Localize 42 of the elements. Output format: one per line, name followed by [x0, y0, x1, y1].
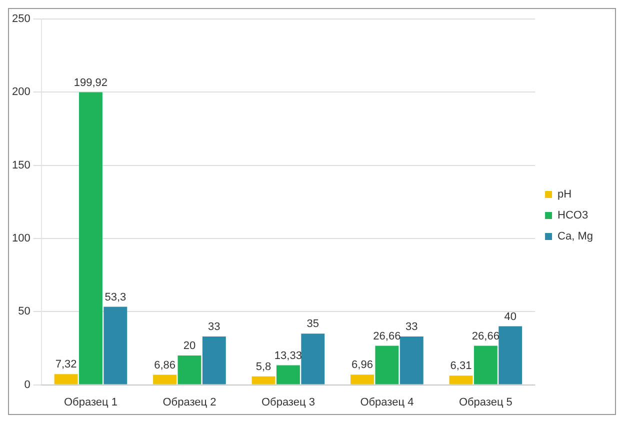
bar — [276, 365, 300, 384]
bar — [202, 336, 226, 384]
data-label: 33 — [405, 321, 418, 334]
bar — [301, 334, 325, 384]
bar — [78, 92, 102, 384]
bar — [178, 356, 202, 384]
data-label: 6,96 — [352, 359, 373, 372]
bar — [54, 374, 78, 384]
y-tick-label: 0 — [24, 378, 30, 391]
data-label: 20 — [183, 340, 196, 352]
legend-label: pH — [558, 188, 572, 201]
data-label: 33 — [208, 321, 220, 334]
x-tick-label: Образец 2 — [162, 396, 216, 408]
bar — [474, 346, 498, 384]
x-tick-label: Образец 5 — [458, 396, 512, 408]
data-label: 35 — [306, 318, 320, 330]
bar — [400, 336, 424, 384]
bar — [449, 376, 473, 384]
data-label: 6,86 — [154, 359, 176, 372]
x-tick-label: Образец 1 — [64, 396, 118, 408]
bar — [375, 346, 399, 384]
legend-label: HCO3 — [558, 210, 588, 222]
y-tick-label: 50 — [18, 306, 30, 318]
bar — [252, 376, 276, 384]
data-label: 26,66 — [373, 330, 401, 342]
x-tick-label: Образец 3 — [261, 396, 315, 408]
data-label: 199,92 — [74, 76, 108, 89]
data-label: 53,3 — [104, 291, 126, 304]
y-tick-label: 200 — [12, 86, 30, 98]
bar — [350, 374, 374, 384]
y-tick-label: 150 — [12, 159, 30, 172]
data-label: 5,8 — [256, 360, 272, 373]
bar — [104, 306, 128, 384]
data-label: 6,31 — [450, 360, 472, 372]
x-tick-label: Образец 4 — [360, 396, 414, 408]
bar — [153, 374, 176, 384]
data-label: 7,32 — [55, 358, 77, 371]
bar — [498, 326, 522, 384]
y-tick-label: 250 — [12, 13, 30, 26]
legend-label: Ca, Mg — [558, 230, 594, 243]
y-tick-label: 100 — [12, 232, 30, 245]
data-label: 40 — [504, 310, 516, 323]
